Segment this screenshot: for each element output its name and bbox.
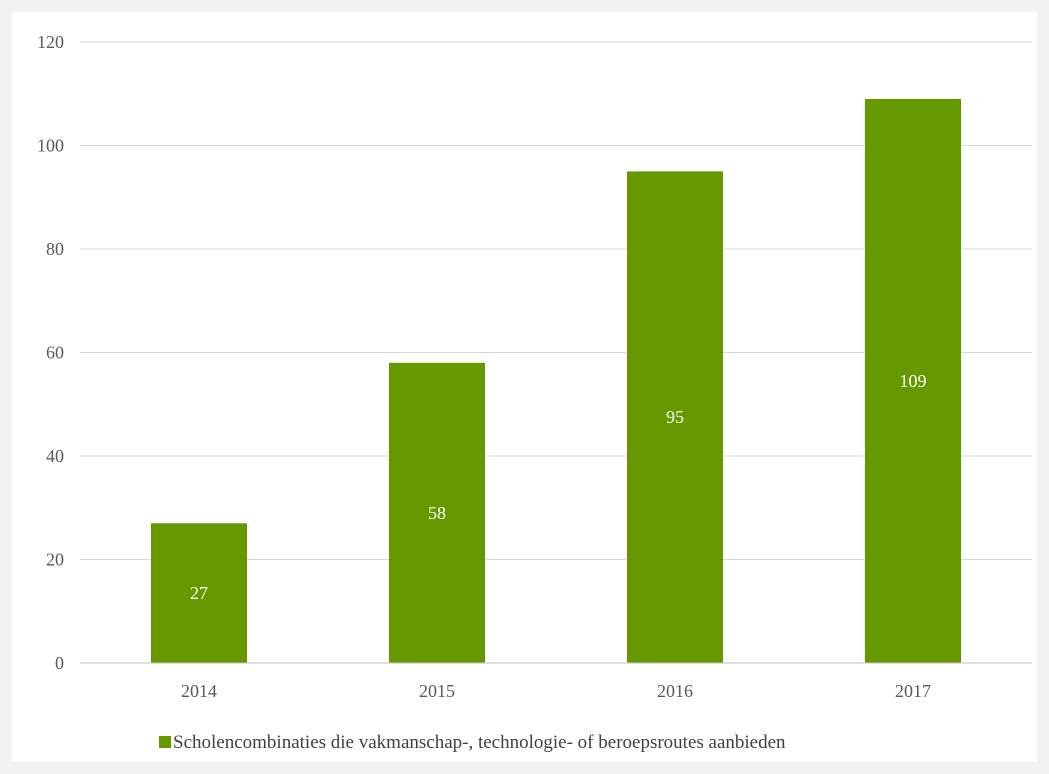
legend-label: Scholencombinaties die vakmanschap-, tec… [173, 732, 786, 753]
y-tick-label: 0 [55, 653, 64, 673]
bar [627, 171, 723, 663]
data-labels: 27 58 95 109 [190, 371, 927, 603]
bar [389, 362, 485, 663]
y-tick-label: 80 [46, 239, 64, 259]
legend-swatch [159, 736, 171, 748]
y-tick-label: 100 [37, 136, 64, 156]
bars [151, 98, 961, 664]
axes: 0 20 40 60 80 100 120 2014 2015 2016 2017 [37, 32, 1032, 701]
y-tick-label: 40 [46, 446, 64, 466]
y-tick-label: 60 [46, 343, 64, 363]
x-tick-label: 2016 [657, 681, 693, 701]
data-label: 58 [428, 503, 446, 523]
y-tick-label: 120 [37, 32, 64, 52]
data-label: 109 [900, 371, 927, 391]
legend: Scholencombinaties die vakmanschap-, tec… [159, 732, 786, 753]
data-label: 95 [666, 407, 684, 427]
bar [151, 523, 247, 663]
x-tick-label: 2015 [419, 681, 455, 701]
data-label: 27 [190, 583, 208, 603]
bar [865, 98, 961, 664]
x-tick-label: 2017 [895, 681, 931, 701]
x-tick-label: 2014 [181, 681, 217, 701]
y-tick-label: 20 [46, 550, 64, 570]
